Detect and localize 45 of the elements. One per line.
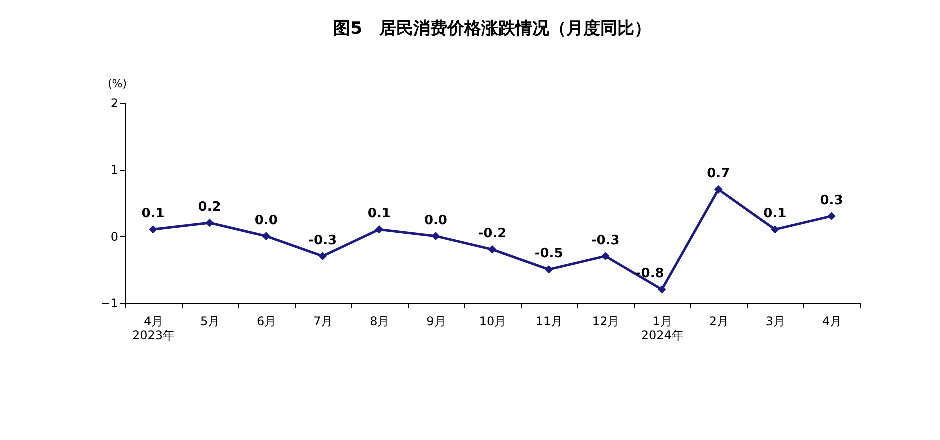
point	[771, 225, 780, 234]
data-label: 0.0	[424, 213, 448, 228]
x-tick-label: 11月	[536, 314, 564, 328]
point	[828, 212, 836, 221]
x-tick-label: 2月	[709, 314, 729, 328]
data-label: 0.7	[707, 166, 730, 182]
point	[262, 232, 271, 241]
data-label: -0.3	[591, 233, 620, 248]
x-tick-label: 8月	[370, 314, 390, 328]
chart-title: 图5 居民消费价格涨跌情况（月度同比）	[334, 19, 652, 39]
point	[318, 252, 328, 261]
y-tick-label: 0	[110, 230, 118, 244]
data-label: 0.2	[198, 200, 222, 215]
point	[488, 245, 497, 254]
point	[432, 232, 440, 241]
y-axis-title: (%)	[108, 78, 128, 90]
x-tick-label: 1月 2024年	[641, 314, 684, 342]
data-label: 0.3	[820, 193, 844, 208]
x-tick-label: 6月	[257, 314, 277, 328]
point	[206, 218, 214, 228]
y-tick-label: 2	[110, 96, 118, 110]
x-tick-label: 3月	[766, 314, 786, 328]
data-label: -0.3	[308, 233, 338, 248]
y-tick-label: 1	[110, 163, 118, 178]
x-tick-label: 4月	[822, 314, 842, 328]
data-label: -0.2	[478, 226, 507, 242]
point	[149, 225, 158, 234]
data-label: 0.1	[368, 206, 391, 222]
data-label: 0.0	[254, 213, 278, 228]
x-tick-label: 12月	[592, 314, 620, 328]
x-tick-label: 9月	[426, 314, 446, 328]
data-label: -0.8	[636, 266, 664, 282]
data-label: -0.5	[534, 246, 564, 262]
x-tick-label: 7月	[314, 314, 334, 328]
x-tick-label: 10月	[479, 314, 507, 328]
point	[658, 285, 666, 294]
point	[544, 265, 554, 274]
point	[375, 225, 384, 234]
point	[601, 252, 610, 261]
data-label: 0.1	[764, 206, 787, 222]
point	[714, 185, 723, 194]
x-tick-label: 5月	[200, 314, 220, 328]
data-label: 0.1	[142, 206, 165, 222]
y-tick-label: −1	[100, 296, 118, 310]
x-tick-label: 4月 2023年	[132, 314, 176, 342]
